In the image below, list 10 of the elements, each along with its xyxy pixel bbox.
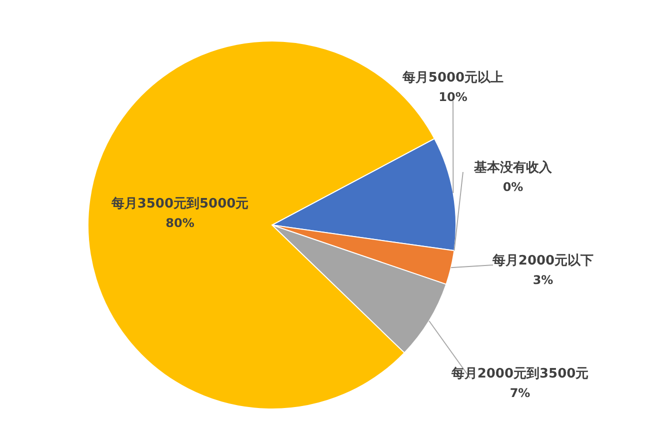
slice-label: 每月5000元以上 [401, 70, 504, 86]
slice-label: 每月2000元以下 [491, 254, 594, 268]
category-label: 基本没有收入 [474, 160, 552, 176]
data-label: 3% [532, 273, 554, 287]
text: 0% [502, 180, 524, 194]
slice-label: 每月2000元到3500元 [450, 366, 589, 382]
data-label: 10% [438, 90, 468, 104]
data-label: 80% [166, 216, 194, 230]
data-label: 7% [510, 386, 530, 400]
slice-label: 每月3500元到5000元 [110, 196, 249, 212]
